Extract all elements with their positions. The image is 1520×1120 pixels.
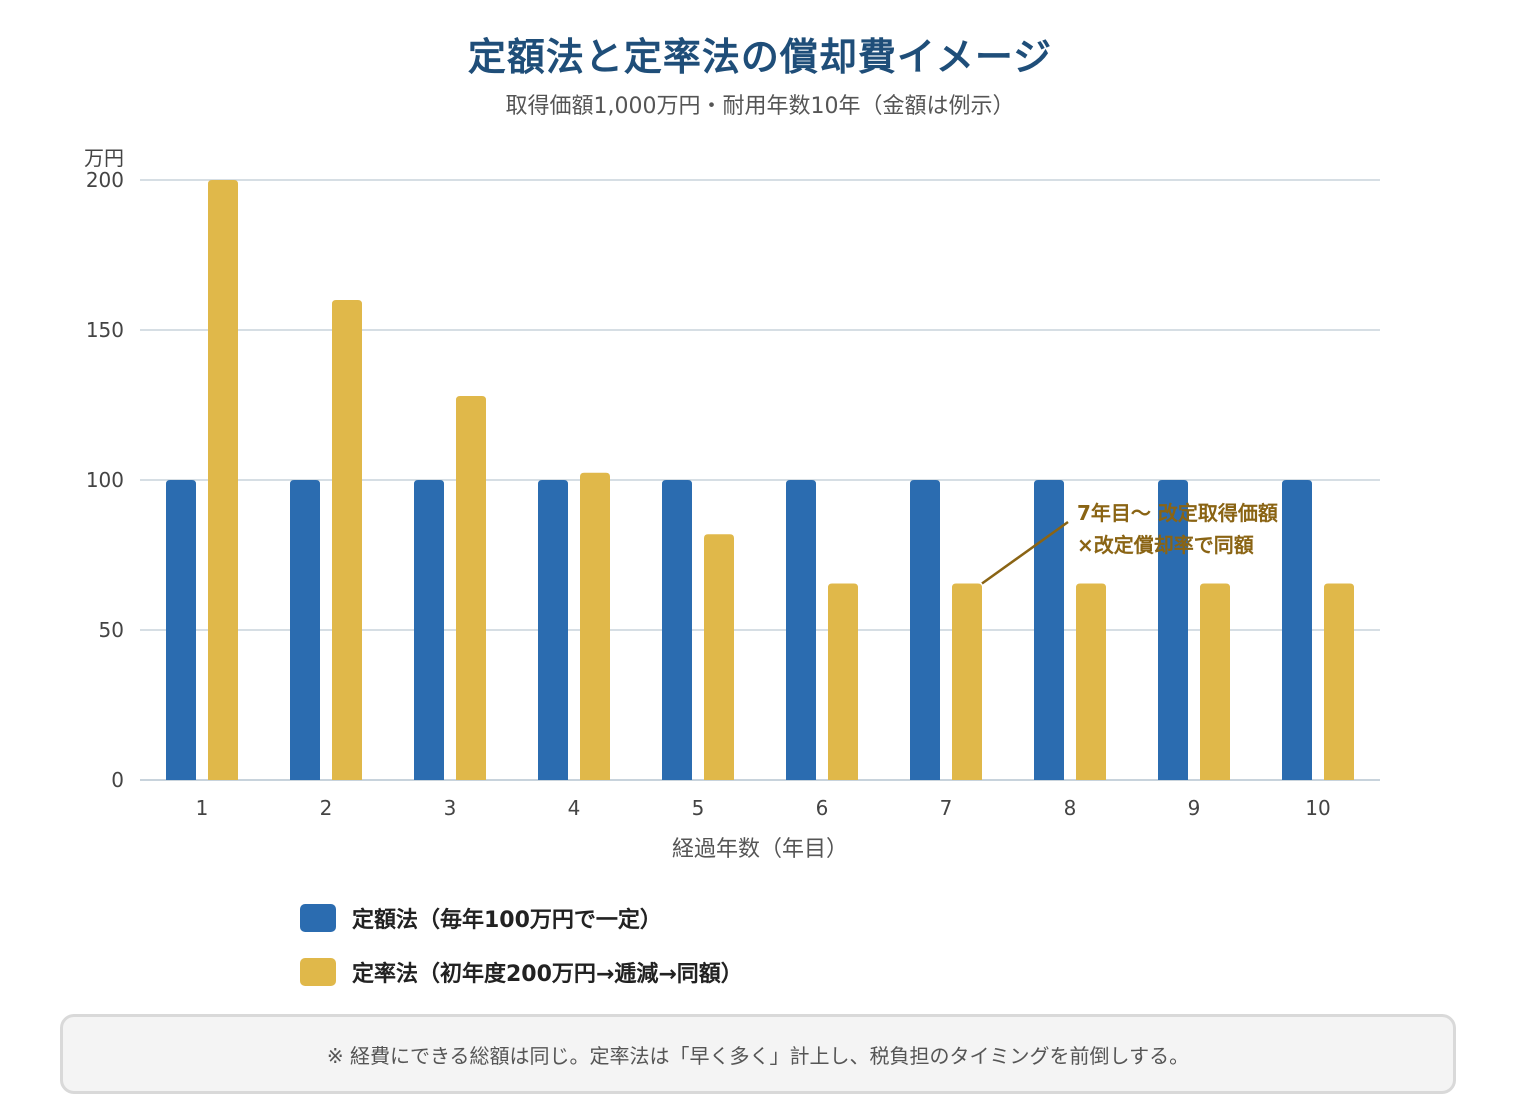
- bar-fixed-year-4: [538, 480, 568, 780]
- y-tick-label: 0: [111, 768, 124, 792]
- legend: 定額法（毎年100万円で一定） 定率法（初年度200万円→逓減→同額）: [300, 898, 743, 1006]
- y-tick-label: 50: [99, 618, 124, 642]
- x-tick-label: 1: [196, 796, 209, 820]
- x-axis-label: 経過年数（年目）: [672, 837, 848, 862]
- bar-fixed-year-7: [910, 480, 940, 780]
- bar-fixed-year-8: [1034, 480, 1064, 780]
- x-tick-label: 6: [816, 796, 829, 820]
- y-tick-label: 200: [86, 168, 124, 192]
- legend-swatch-fixed: [300, 904, 336, 932]
- bar-declining-year-5: [704, 534, 734, 780]
- bar-fixed-year-6: [786, 480, 816, 780]
- bar-declining-year-9: [1200, 583, 1230, 780]
- legend-swatch-declining: [300, 958, 336, 986]
- bar-declining-year-8: [1076, 583, 1106, 780]
- x-tick-label: 10: [1305, 796, 1330, 820]
- legend-item-declining: 定率法（初年度200万円→逓減→同額）: [300, 952, 743, 992]
- bar-chart: 0 50 100 150 200 1 2 3 4 5 6 7 8 9 10 万円 経過年数（年目） 7年目…: [84, 146, 1380, 862]
- x-tick-label: 3: [444, 796, 457, 820]
- x-tick-label: 9: [1188, 796, 1201, 820]
- annotation: 7年目〜 改定取得価額 ×改定償却率で同額: [981, 501, 1278, 585]
- bars: [166, 180, 1354, 780]
- bar-fixed-year-3: [414, 480, 444, 780]
- bar-declining-year-4: [580, 472, 610, 780]
- bar-declining-year-1: [208, 180, 238, 780]
- y-axis-unit-label: 万円: [84, 146, 124, 170]
- bar-declining-year-6: [828, 583, 858, 780]
- grid-lines: [140, 179, 1380, 781]
- y-tick-label: 100: [86, 468, 124, 492]
- note-box: ※ 経費にできる総額は同じ。定率法は「早く多く」計上し、税負担のタイミングを前倒…: [60, 1014, 1456, 1094]
- bar-fixed-year-10: [1282, 480, 1312, 780]
- legend-label-fixed: 定額法（毎年100万円で一定）: [352, 908, 662, 933]
- legend-item-fixed: 定額法（毎年100万円で一定）: [300, 898, 743, 938]
- annotation-leader-line: [981, 520, 1069, 585]
- chart-subtitle: 取得価額1,000万円・耐用年数10年（金額は例示）: [505, 94, 1015, 119]
- x-axis-ticks: 1 2 3 4 5 6 7 8 9 10: [196, 796, 1331, 820]
- annotation-text-line-2: ×改定償却率で同額: [1077, 533, 1254, 557]
- bar-fixed-year-2: [290, 480, 320, 780]
- bar-fixed-year-9: [1158, 480, 1188, 780]
- x-tick-label: 4: [568, 796, 581, 820]
- x-tick-label: 8: [1064, 796, 1077, 820]
- x-tick-label: 7: [940, 796, 953, 820]
- bar-fixed-year-1: [166, 480, 196, 780]
- note-text: ※ 経費にできる総額は同じ。定率法は「早く多く」計上し、税負担のタイミングを前倒…: [326, 1043, 1190, 1068]
- chart-title: 定額法と定率法の償却費イメージ: [467, 35, 1053, 79]
- bar-declining-year-7: [952, 583, 982, 780]
- y-axis-ticks: 0 50 100 150 200: [86, 168, 124, 792]
- x-tick-label: 2: [320, 796, 333, 820]
- legend-label-declining: 定率法（初年度200万円→逓減→同額）: [352, 962, 743, 987]
- x-tick-label: 5: [692, 796, 705, 820]
- bar-declining-year-2: [332, 300, 362, 780]
- bar-declining-year-10: [1324, 583, 1354, 780]
- annotation-text-line-1: 7年目〜 改定取得価額: [1077, 501, 1278, 525]
- y-tick-label: 150: [86, 318, 124, 342]
- bar-declining-year-3: [456, 396, 486, 780]
- bar-fixed-year-5: [662, 480, 692, 780]
